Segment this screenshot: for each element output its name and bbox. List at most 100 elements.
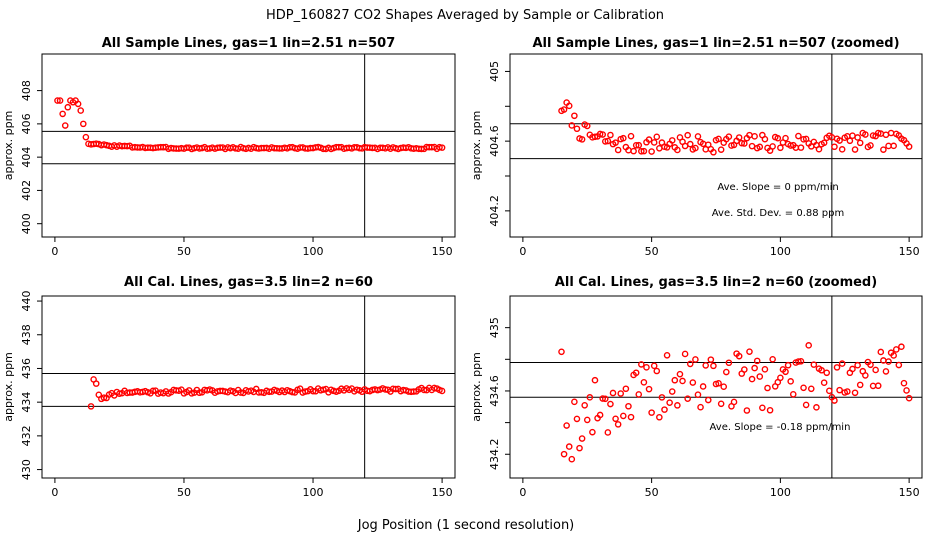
data-point bbox=[640, 147, 648, 155]
data-point bbox=[87, 403, 95, 410]
data-point bbox=[836, 386, 843, 394]
data-point bbox=[782, 134, 789, 142]
plot-frame bbox=[41, 295, 456, 479]
data-point bbox=[820, 139, 828, 147]
data-point bbox=[648, 409, 655, 416]
data-point bbox=[77, 107, 85, 114]
data-point bbox=[645, 136, 653, 143]
data-point bbox=[576, 444, 583, 452]
data-point bbox=[720, 383, 728, 391]
y-tick-label: 435 bbox=[488, 317, 501, 338]
y-tick-label: 406 bbox=[20, 113, 33, 134]
chart-title: All Cal. Lines, gas=3.5 lin=2 n=60 (zoom… bbox=[555, 275, 877, 290]
figure-title: HDP_160827 CO2 Shapes Averaged by Sample… bbox=[266, 8, 664, 23]
data-point bbox=[797, 144, 805, 151]
data-point bbox=[795, 358, 802, 365]
data-point bbox=[627, 413, 635, 421]
data-point bbox=[609, 389, 617, 397]
data-point bbox=[666, 399, 673, 406]
data-point bbox=[635, 391, 643, 398]
data-point bbox=[573, 415, 581, 423]
data-point bbox=[753, 357, 761, 365]
data-point bbox=[813, 404, 820, 411]
data-point bbox=[820, 379, 828, 387]
data-point bbox=[885, 142, 892, 150]
chart-panel-sample-zoomed: All Sample Lines, gas=1 lin=2.51 n=507 (… bbox=[470, 36, 923, 258]
data-point bbox=[905, 394, 913, 402]
data-point bbox=[438, 387, 446, 395]
annotation-slope: Ave. Slope = 0 ppm/min bbox=[717, 182, 838, 193]
y-axis-label: approx. ppm bbox=[2, 111, 15, 181]
data-point bbox=[620, 134, 627, 142]
x-tick-label: 100 bbox=[770, 245, 791, 258]
data-point bbox=[571, 112, 578, 120]
chart-title: All Sample Lines, gas=1 lin=2.51 n=507 bbox=[102, 36, 396, 51]
data-point bbox=[64, 103, 72, 111]
data-point bbox=[591, 376, 599, 384]
data-point bbox=[710, 148, 717, 156]
data-point bbox=[656, 413, 663, 421]
data-point bbox=[56, 97, 64, 104]
data-point bbox=[648, 148, 655, 155]
plot-frame bbox=[509, 53, 923, 238]
data-point bbox=[684, 131, 691, 139]
data-point bbox=[707, 356, 715, 363]
y-tick-label: 436 bbox=[20, 358, 33, 379]
data-point bbox=[620, 412, 627, 420]
data-point bbox=[833, 364, 841, 371]
data-point bbox=[730, 398, 738, 406]
data-point bbox=[583, 122, 591, 130]
data-point bbox=[851, 389, 859, 397]
data-point bbox=[759, 404, 766, 412]
data-point bbox=[844, 388, 851, 395]
data-point bbox=[638, 147, 645, 155]
data-point bbox=[658, 394, 666, 401]
data-point bbox=[807, 385, 815, 393]
data-point bbox=[741, 140, 748, 147]
data-point bbox=[761, 135, 769, 143]
data-point bbox=[838, 146, 846, 153]
y-axis-label: approx. ppm bbox=[470, 111, 483, 181]
data-point bbox=[61, 122, 69, 129]
data-point bbox=[382, 386, 389, 393]
data-point bbox=[625, 402, 632, 410]
data-point bbox=[627, 132, 635, 140]
data-point bbox=[632, 369, 640, 377]
data-point bbox=[686, 140, 694, 148]
data-point bbox=[699, 383, 707, 390]
x-tick-label: 50 bbox=[645, 245, 659, 258]
x-tick-label: 50 bbox=[177, 245, 191, 258]
x-axis-label: Jog Position (1 second resolution) bbox=[357, 518, 575, 533]
data-point bbox=[80, 120, 87, 128]
data-point bbox=[578, 435, 586, 442]
data-point bbox=[710, 362, 717, 370]
chart-panel-sample: All Sample Lines, gas=1 lin=2.51 n=507 a… bbox=[2, 36, 456, 258]
data-point bbox=[802, 401, 810, 409]
data-point bbox=[874, 382, 882, 390]
data-point bbox=[630, 147, 637, 155]
data-point bbox=[903, 387, 910, 394]
data-point bbox=[601, 395, 609, 403]
data-point bbox=[697, 403, 704, 411]
data-point bbox=[761, 366, 769, 373]
x-tick-label: 150 bbox=[432, 486, 453, 499]
data-point bbox=[676, 370, 684, 378]
data-point bbox=[100, 394, 108, 402]
data-point bbox=[818, 366, 825, 374]
data-point bbox=[289, 388, 296, 396]
y-tick-label: 408 bbox=[20, 80, 33, 101]
data-point bbox=[596, 411, 604, 419]
data-point bbox=[612, 139, 619, 146]
data-point bbox=[309, 387, 317, 395]
data-point bbox=[650, 362, 658, 370]
y-tick-label: 400 bbox=[20, 213, 33, 234]
x-tick-label: 0 bbox=[519, 486, 526, 499]
data-point bbox=[684, 395, 691, 402]
data-point bbox=[82, 133, 90, 141]
data-point bbox=[905, 143, 913, 150]
data-point bbox=[815, 145, 823, 153]
data-point bbox=[640, 379, 648, 386]
data-point bbox=[838, 360, 846, 367]
data-point bbox=[800, 136, 807, 143]
annotation-slope: Ave. Slope = -0.18 ppm/min bbox=[710, 422, 851, 433]
